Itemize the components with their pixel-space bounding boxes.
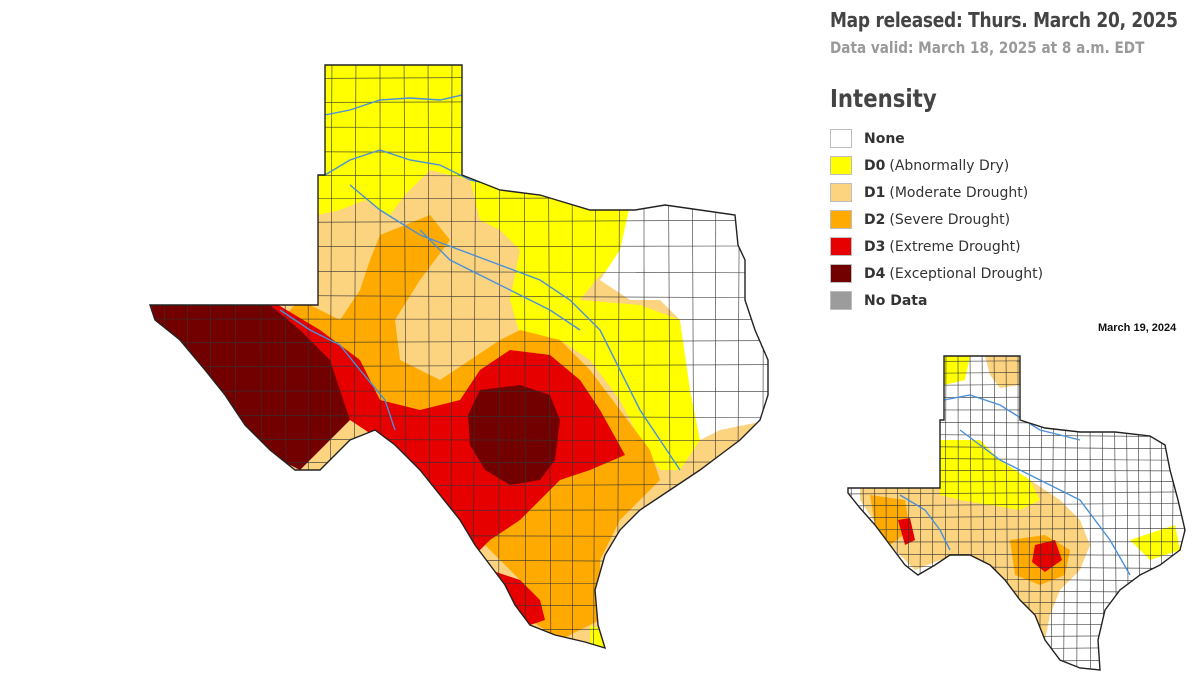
- legend-code: None: [864, 130, 905, 147]
- legend-code: D2: [864, 211, 886, 228]
- inset-region-d2-west: [870, 495, 910, 545]
- county-line: [150, 340, 768, 344]
- inset-texas-outline: [847, 355, 1186, 671]
- county-line: [186, 65, 189, 648]
- county-line: [848, 502, 1185, 507]
- county-line: [150, 628, 768, 632]
- texas-outline: [149, 64, 769, 650]
- county-line: [848, 659, 1185, 663]
- inset-river-red: [943, 394, 1081, 441]
- county-line: [1195, 350, 1198, 695]
- legend-item-d1: D1 (Moderate Drought): [830, 179, 1043, 206]
- county-line: [848, 527, 1185, 531]
- data-valid-date: Data valid: March 18, 2025 at 8 a.m. EDT: [830, 38, 1145, 57]
- map-header: Map released: Thurs. March 20, 2025 Data…: [830, 8, 1200, 57]
- county-line: [1149, 356, 1151, 670]
- legend-swatch: [830, 264, 852, 283]
- inset-map-date: March 19, 2024: [1098, 322, 1177, 334]
- inset-river-brazos: [959, 429, 1131, 576]
- inset-river-rio-grande: [899, 494, 951, 551]
- inset-region-d3-west: [898, 518, 915, 545]
- county-line: [150, 604, 768, 608]
- county-line: [150, 150, 768, 155]
- legend-swatch: [830, 129, 852, 148]
- legend-swatch: [830, 237, 852, 256]
- texas-drought-map-2025: [140, 55, 815, 655]
- intensity-legend: None D0 (Abnormally Dry) D1 (Moderate Drou…: [830, 125, 1043, 314]
- legend-item-no-data: No Data: [830, 287, 1043, 314]
- county-line: [150, 126, 768, 128]
- river-colorado: [419, 229, 581, 331]
- county-line: [848, 634, 1185, 639]
- legend-item-none: None: [830, 125, 1043, 152]
- river-canadian: [324, 94, 463, 116]
- inset-region-d0-central: [940, 440, 1040, 510]
- inset-region-d1-panhandle: [985, 356, 1020, 388]
- county-line: [848, 646, 1185, 651]
- county-line: [848, 623, 1185, 627]
- texas-drought-map-2024-inset: [838, 350, 1198, 695]
- river-rio-grande: [279, 309, 396, 431]
- legend-item-d2: D2 (Severe Drought): [830, 206, 1043, 233]
- legend-desc: (Moderate Drought): [889, 184, 1029, 201]
- county-line: [150, 364, 768, 368]
- county-line: [140, 55, 143, 655]
- legend-code: D3: [864, 238, 886, 255]
- county-line: [150, 174, 768, 178]
- legend-swatch: [830, 183, 852, 202]
- county-line: [838, 350, 840, 695]
- county-line: [150, 76, 768, 80]
- legend-desc: (Severe Drought): [889, 211, 1011, 228]
- legend-code: D0: [864, 157, 886, 174]
- region-d0-central: [470, 180, 700, 470]
- river-brazos: [349, 184, 681, 471]
- county-line: [812, 55, 815, 655]
- county-line: [848, 491, 1185, 495]
- inset-region-d3: [1032, 540, 1062, 572]
- county-line: [150, 558, 768, 563]
- county-line: [714, 65, 717, 648]
- legend-swatch: [830, 291, 852, 310]
- county-line: [150, 100, 768, 104]
- county-line: [848, 601, 1185, 604]
- legend-title: Intensity: [830, 84, 937, 113]
- county-line: [861, 356, 866, 670]
- county-line: [150, 582, 768, 584]
- drought-regions: [140, 55, 815, 655]
- legend-code: D4: [864, 265, 886, 282]
- county-line: [849, 356, 854, 670]
- region-none-east: [600, 205, 768, 440]
- legend-swatch: [830, 156, 852, 175]
- map-release-date: Map released: Thurs. March 20, 2025: [830, 8, 1178, 32]
- legend-code: D1: [864, 184, 886, 201]
- legend-item-d4: D4 (Exceptional Drought): [830, 260, 1043, 287]
- legend-code: No Data: [864, 292, 928, 309]
- legend-item-d3: D3 (Extreme Drought): [830, 233, 1043, 260]
- county-line: [838, 686, 1198, 687]
- legend-desc: (Extreme Drought): [889, 238, 1021, 255]
- region-d4-central: [468, 385, 560, 485]
- county-line: [848, 514, 1185, 519]
- legend-desc: (Abnormally Dry): [889, 157, 1010, 174]
- inset-region-d0-east: [1130, 525, 1180, 560]
- legend-swatch: [830, 210, 852, 229]
- county-line: [848, 553, 1185, 556]
- legend-desc: (Exceptional Drought): [889, 265, 1044, 282]
- legend-item-d0: D0 (Abnormally Dry): [830, 152, 1043, 179]
- inset-drought-regions: [838, 350, 1198, 695]
- county-line: [848, 613, 1185, 615]
- county-line: [788, 55, 790, 655]
- inset-region-d0-panhandle: [944, 356, 970, 385]
- county-line: [150, 414, 768, 419]
- county-line: [163, 65, 167, 648]
